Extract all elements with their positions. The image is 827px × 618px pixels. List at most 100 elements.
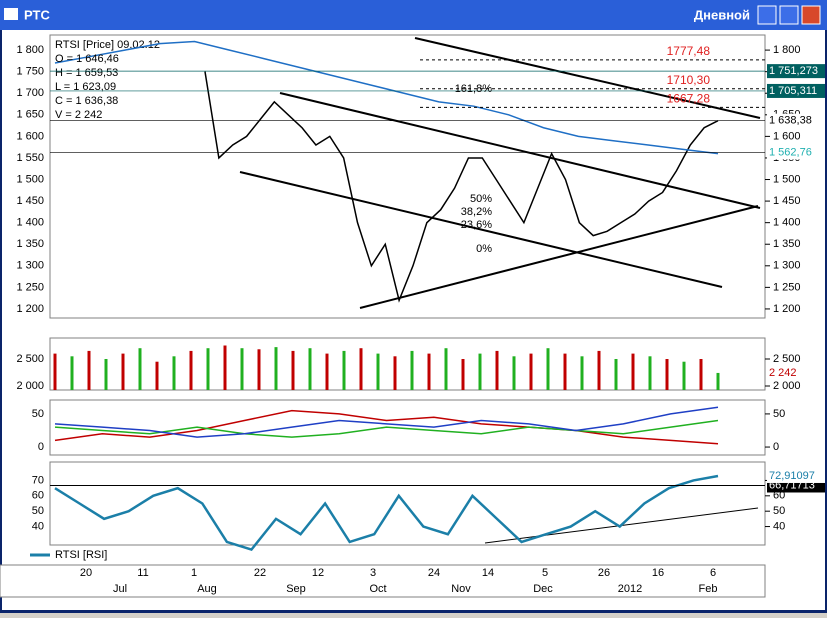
y-tick-label: 40	[773, 520, 785, 532]
volume-bar	[53, 353, 57, 390]
y-tick-label: 1 400	[773, 217, 801, 229]
price-tag-label: 1 638,38	[769, 115, 812, 127]
y-tick-label: 1 200	[773, 303, 801, 315]
x-day-label: 5	[542, 567, 548, 579]
legend-title: RTSI [Price] 09.02.12	[55, 39, 160, 51]
y-tick-label: 1 700	[16, 87, 44, 99]
volume-bar	[648, 356, 652, 390]
series-line	[204, 71, 719, 303]
fib-label: 161,8%	[455, 83, 493, 95]
x-day-label: 16	[652, 567, 664, 579]
y-tick-label: 1 200	[16, 303, 44, 315]
fib-label: 23,6%	[461, 219, 492, 231]
volume-bar	[393, 356, 397, 390]
volume-bar	[70, 356, 74, 390]
price-tag	[767, 365, 825, 380]
y-tick-label: 70	[32, 474, 44, 486]
volume-bar	[155, 361, 159, 390]
x-day-label: 11	[137, 567, 148, 579]
volume-bar	[631, 353, 635, 390]
series-line	[54, 406, 719, 438]
price-tag-label: 1 562,76	[769, 146, 812, 158]
volume-bar	[172, 356, 176, 390]
volume-bar	[699, 359, 703, 390]
y-tick-label: 0	[773, 441, 779, 453]
y-tick-label: 50	[32, 505, 44, 517]
volume-bar	[597, 350, 601, 390]
y-tick-label: 1 400	[16, 217, 44, 229]
volume-bar	[376, 353, 380, 390]
y-tick-label: 1 350	[773, 238, 801, 250]
price-tag	[767, 145, 825, 160]
x-day-label: 14	[482, 567, 494, 579]
minimize-button[interactable]	[757, 5, 777, 25]
x-month-label: Aug	[197, 583, 217, 595]
y-tick-label: 1 350	[16, 238, 44, 250]
volume-bar	[104, 359, 108, 390]
volume-bar	[342, 350, 346, 390]
ohlc-label: O = 1 646,46	[55, 53, 119, 65]
level-label: 1777,48	[667, 44, 711, 58]
rsi-legend: RTSI [RSI]	[55, 549, 107, 561]
price-tag	[767, 468, 825, 483]
price-tag-label: 1 751,273	[769, 65, 818, 77]
y-tick-label: 2 500	[773, 353, 801, 365]
x-day-label: 3	[370, 567, 376, 579]
x-month-label: Sep	[286, 583, 306, 595]
x-month-label: Jul	[113, 583, 127, 595]
x-day-label: 24	[428, 567, 440, 579]
close-button[interactable]	[801, 5, 821, 25]
volume-bar	[410, 350, 414, 390]
x-axis	[0, 564, 766, 598]
fib-label: 50%	[470, 193, 492, 205]
y-tick-label: 0	[38, 441, 44, 453]
y-tick-label: 1 650	[16, 109, 44, 121]
y-tick-label: 1 600	[773, 130, 801, 142]
maximize-button[interactable]	[779, 5, 799, 25]
x-day-label: 12	[312, 567, 324, 579]
volume-bar	[716, 372, 720, 390]
y-tick-label: 60	[773, 490, 785, 502]
price-tag	[767, 83, 825, 98]
y-tick-label: 1 300	[773, 260, 801, 272]
y-tick-label: 50	[773, 408, 785, 420]
x-month-label: 2012	[618, 583, 642, 595]
volume-bar	[665, 359, 669, 390]
volume-bar	[138, 348, 142, 390]
panel-borders	[49, 34, 766, 546]
volume-bar	[206, 348, 210, 390]
price-tag	[767, 64, 825, 79]
volume-bar	[580, 356, 584, 390]
y-tick-label: 40	[32, 520, 44, 532]
y-tick-label: 2 000	[773, 380, 801, 392]
volume-bar	[512, 356, 516, 390]
volume-bar	[257, 349, 261, 390]
volume-bar	[495, 350, 499, 390]
period-label: Дневной	[694, 7, 750, 22]
volume-bar	[240, 348, 244, 390]
fib-label: 0%	[476, 243, 492, 255]
y-tick-label: 1 300	[16, 260, 44, 272]
series-line	[54, 40, 719, 155]
y-tick-label: 1 500	[773, 173, 801, 185]
y-tick-label: 1 500	[16, 173, 44, 185]
volume-bar	[546, 348, 550, 390]
y-tick-label: 1 450	[773, 195, 801, 207]
volume-bar	[529, 353, 533, 390]
price-tag	[767, 113, 825, 128]
y-tick-label: 1 550	[16, 152, 44, 164]
y-tick-label: 1 250	[16, 281, 44, 293]
series-line	[54, 409, 719, 445]
volume-bar	[291, 350, 295, 390]
y-tick-label: 1 600	[16, 130, 44, 142]
x-day-label: 20	[80, 567, 92, 579]
volume-bar	[478, 353, 482, 390]
volume-bar	[682, 361, 686, 390]
x-month-label: Dec	[533, 583, 553, 595]
price-tag-label: 2 242	[769, 367, 797, 379]
x-month-label: Feb	[699, 583, 718, 595]
volume-bar	[223, 345, 227, 390]
x-day-label: 1	[191, 567, 197, 579]
app-icon	[4, 8, 18, 20]
